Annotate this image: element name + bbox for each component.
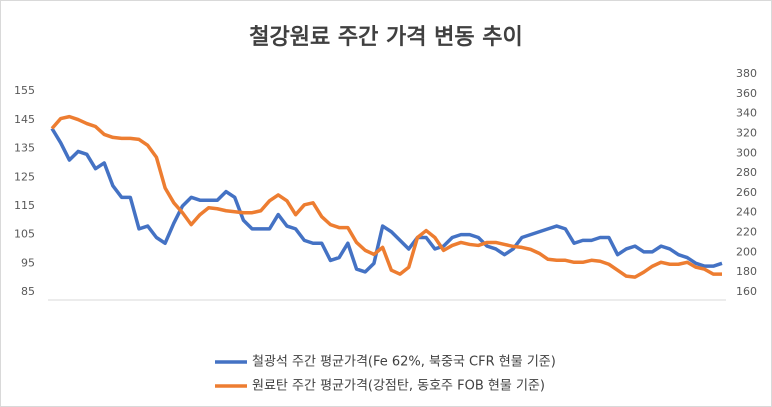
legend-label: 원료탄 주간 평균가격(강점탄, 동호주 FOB 현물 기준) [252,379,545,394]
y-tick-label: 145 [14,113,35,126]
y-tick-label: 115 [14,199,35,212]
y2-tick-label: 220 [736,226,757,239]
legend-label: 철광석 주간 평균가격(Fe 62%, 북중국 CFR 현물 기준) [252,355,556,370]
y2-tick-label: 280 [736,166,757,179]
y2-tick-label: 360 [736,87,757,100]
y-tick-label: 85 [21,285,35,298]
y2-tick-label: 340 [736,107,757,120]
y2-tick-label: 240 [736,206,757,219]
y2-tick-label: 320 [736,126,757,139]
y2-tick-label: 380 [736,67,757,80]
y2-tick-label: 160 [736,285,757,298]
y2-tick-label: 300 [736,146,757,159]
y-tick-label: 125 [14,170,35,183]
y-tick-label: 105 [14,228,35,241]
y2-tick-label: 180 [736,265,757,278]
y-tick-label: 135 [14,142,35,155]
series-line [50,127,723,274]
y2-tick-label: 260 [736,186,757,199]
series-line [50,114,722,279]
y2-tick-label: 200 [736,245,757,258]
chart-title: 철강원료 주간 가격 변동 추이 [249,25,523,50]
y-tick-label: 155 [14,84,35,97]
y-tick-label: 95 [21,256,35,269]
